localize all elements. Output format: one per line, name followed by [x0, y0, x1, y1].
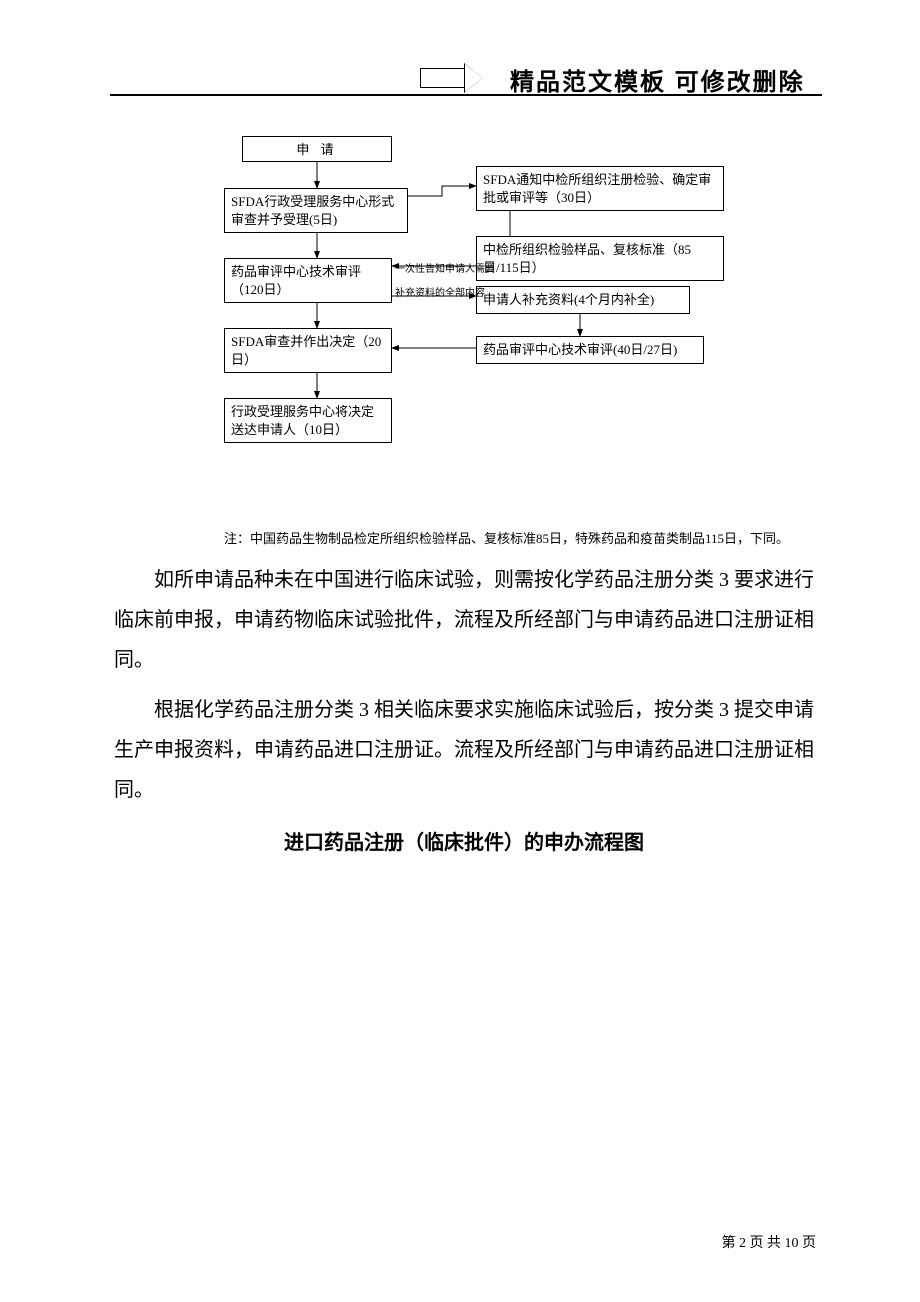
paragraph-2: 根据化学药品注册分类 3 相关临床要求实施临床试验后，按分类 3 提交申请生产申…	[114, 690, 814, 810]
flow-node-tech-review-2: 药品审评中心技术审评(40日/27日)	[476, 336, 704, 364]
footer-middle: 页 共	[746, 1236, 785, 1251]
page-footer: 第 2 页 共 10 页	[722, 1232, 817, 1252]
flow-node-tech-review: 药品审评中心技术审评（120日）	[224, 258, 392, 303]
flow-node-apply: 申 请	[242, 136, 392, 162]
header-arrow-icon	[420, 64, 483, 92]
flow-edge-label-1: 一次性告知申请人需要	[395, 264, 495, 276]
paragraph-1: 如所申请品种未在中国进行临床试验，则需按化学药品注册分类 3 要求进行临床前申报…	[114, 560, 814, 680]
header-title: 精品范文模板 可修改删除	[510, 62, 805, 97]
page-header: 精品范文模板 可修改删除	[0, 56, 920, 96]
footer-suffix: 页	[799, 1236, 817, 1251]
paragraph-2-text: 根据化学药品注册分类 3 相关临床要求实施临床试验后，按分类 3 提交申请生产申…	[114, 690, 814, 810]
flow-node-inspection: 中检所组织检验样品、复核标准（85日/115日）	[476, 236, 724, 281]
flow-node-sfda-accept: SFDA行政受理服务中心形式审查并予受理(5日)	[224, 188, 408, 233]
paragraph-1-text: 如所申请品种未在中国进行临床试验，则需按化学药品注册分类 3 要求进行临床前申报…	[114, 560, 814, 680]
footer-page: 2	[739, 1236, 746, 1251]
footer-prefix: 第	[722, 1236, 740, 1251]
flow-edge-label-2: 补充资料的全部内容	[395, 288, 485, 300]
flow-node-sfda-decision: SFDA审查并作出决定（20日）	[224, 328, 392, 373]
flow-node-sfda-notify: SFDA通知中检所组织注册检验、确定审批或审评等（30日）	[476, 166, 724, 211]
subheading: 进口药品注册（临床批件）的申办流程图	[114, 826, 814, 855]
flow-node-supplement: 申请人补充资料(4个月内补全)	[476, 286, 690, 314]
flowchart: 申 请 SFDA行政受理服务中心形式审查并予受理(5日) 药品审评中心技术审评（…	[210, 136, 770, 508]
header-rule	[110, 94, 822, 96]
flowchart-note: 注：中国药品生物制品检定所组织检验样品、复核标准85日，特殊药品和疫苗类制品11…	[224, 528, 789, 547]
flow-node-deliver: 行政受理服务中心将决定送达申请人（10日）	[224, 398, 392, 443]
footer-total: 10	[785, 1236, 799, 1251]
